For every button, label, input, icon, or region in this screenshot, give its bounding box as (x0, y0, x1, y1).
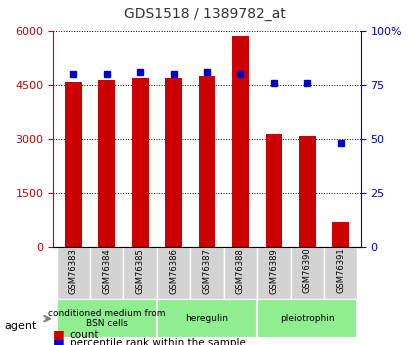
FancyBboxPatch shape (223, 247, 256, 299)
Text: GSM76385: GSM76385 (135, 248, 144, 294)
Text: GSM76388: GSM76388 (236, 248, 244, 294)
Text: GSM76391: GSM76391 (335, 248, 344, 294)
Bar (231, 37, 248, 247)
Text: GSM76384: GSM76384 (102, 248, 111, 294)
Bar (332, 222, 348, 247)
Text: conditioned medium from
BSN cells: conditioned medium from BSN cells (48, 309, 165, 328)
Text: GSM76386: GSM76386 (169, 248, 178, 294)
Text: GSM76390: GSM76390 (302, 248, 311, 294)
Text: GDS1518 / 1389782_at: GDS1518 / 1389782_at (124, 7, 285, 21)
Text: percentile rank within the sample: percentile rank within the sample (70, 338, 245, 345)
Text: ■: ■ (53, 337, 65, 345)
Bar (65, 81, 81, 247)
FancyBboxPatch shape (56, 299, 157, 338)
Text: agent: agent (4, 321, 36, 331)
FancyBboxPatch shape (56, 247, 90, 299)
FancyBboxPatch shape (157, 247, 190, 299)
Bar (198, 76, 215, 247)
Text: count: count (70, 330, 99, 339)
Bar (265, 134, 281, 247)
FancyBboxPatch shape (90, 247, 123, 299)
FancyBboxPatch shape (323, 247, 357, 299)
Text: GSM76383: GSM76383 (69, 248, 78, 294)
Bar (98, 80, 115, 247)
Bar (298, 136, 315, 247)
Text: pleiotrophin: pleiotrophin (279, 314, 334, 323)
Bar (165, 78, 182, 247)
FancyBboxPatch shape (157, 299, 256, 338)
FancyBboxPatch shape (123, 247, 157, 299)
Text: heregulin: heregulin (185, 314, 228, 323)
Text: GSM76387: GSM76387 (202, 248, 211, 294)
FancyBboxPatch shape (290, 247, 323, 299)
Bar (132, 78, 148, 247)
FancyBboxPatch shape (256, 299, 357, 338)
FancyBboxPatch shape (256, 247, 290, 299)
FancyBboxPatch shape (190, 247, 223, 299)
Text: GSM76389: GSM76389 (269, 248, 278, 294)
Text: ■: ■ (53, 328, 65, 341)
